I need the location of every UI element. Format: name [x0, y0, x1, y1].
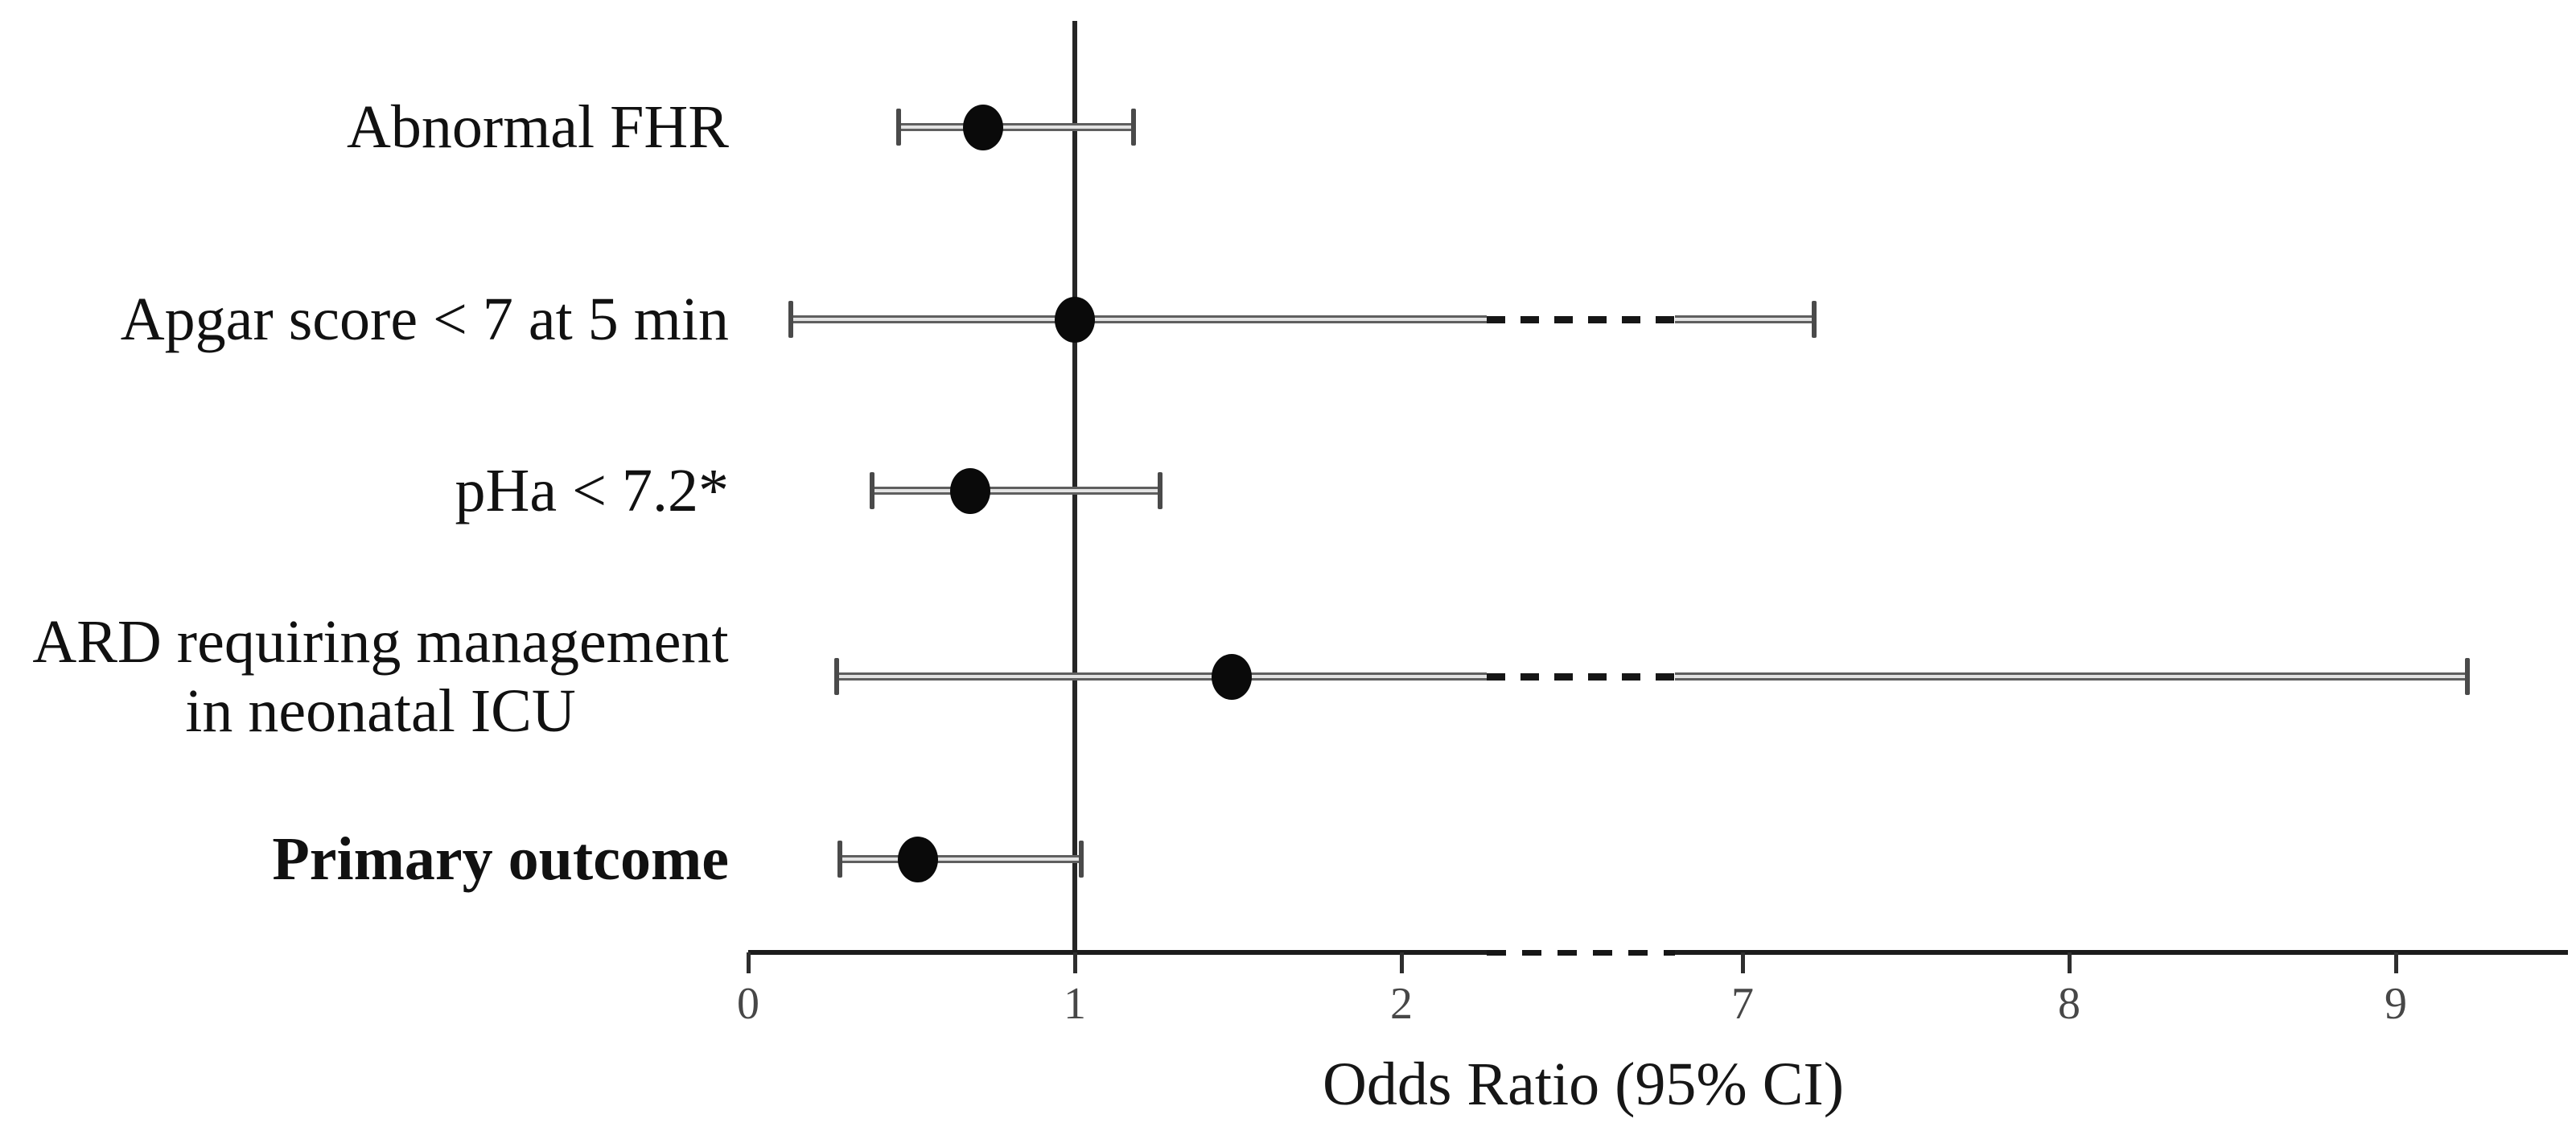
- row-label-ard-neonatal-icu: ARD requiring management in neonatal ICU: [32, 608, 729, 745]
- x-tick-label: 8: [2058, 979, 2080, 1029]
- x-axis-break-dashes: [1487, 950, 1675, 956]
- x-tick-label: 0: [737, 979, 759, 1029]
- row-label-primary-outcome: Primary outcome: [272, 825, 729, 893]
- x-tick-label: 1: [1064, 979, 1086, 1029]
- row-label-pha: pHa < 7.2*: [455, 457, 729, 524]
- ci-upper-cap: [1812, 301, 1817, 338]
- x-axis-line: [1675, 950, 2568, 955]
- ci-upper-cap: [1079, 841, 1084, 878]
- ci-line: [898, 123, 1134, 131]
- ci-line: [1675, 315, 1815, 323]
- ci-lower-cap: [870, 472, 875, 509]
- ci-line: [839, 855, 1082, 863]
- x-axis-title: Odds Ratio (95% CI): [1322, 1051, 1845, 1118]
- x-axis-tick: [1073, 952, 1077, 973]
- x-axis-line: [748, 950, 1490, 955]
- x-axis-tick: [2394, 952, 2398, 973]
- ci-lower-cap: [895, 109, 901, 146]
- x-axis-tick: [747, 952, 751, 973]
- ci-line-break-dashes: [1487, 673, 1675, 681]
- x-axis-tick: [1741, 952, 1745, 973]
- ci-upper-cap: [1157, 472, 1162, 509]
- ci-line: [1675, 672, 2468, 681]
- ci-line: [836, 672, 1487, 681]
- row-label-apgar-score: Apgar score < 7 at 5 min: [120, 286, 729, 353]
- x-axis-tick: [2068, 952, 2072, 973]
- odds-ratio-dot: [898, 837, 939, 882]
- odds-ratio-dot: [1055, 297, 1095, 343]
- ci-lower-cap: [833, 658, 839, 695]
- ci-line: [790, 315, 1487, 323]
- x-axis-tick: [1400, 952, 1404, 973]
- ci-upper-cap: [1131, 109, 1137, 146]
- ci-upper-cap: [2465, 658, 2471, 695]
- x-tick-label: 9: [2385, 979, 2407, 1029]
- odds-ratio-dot: [963, 105, 1004, 150]
- x-tick-label: 7: [1731, 979, 1754, 1029]
- ci-lower-cap: [837, 841, 842, 878]
- x-tick-label: 2: [1390, 979, 1413, 1029]
- odds-ratio-dot: [1211, 654, 1252, 700]
- ci-line-break-dashes: [1487, 316, 1675, 323]
- ci-lower-cap: [788, 301, 793, 338]
- odds-ratio-dot: [950, 468, 991, 514]
- row-label-abnormal-fhr: Abnormal FHR: [347, 93, 729, 161]
- ci-line: [872, 487, 1160, 495]
